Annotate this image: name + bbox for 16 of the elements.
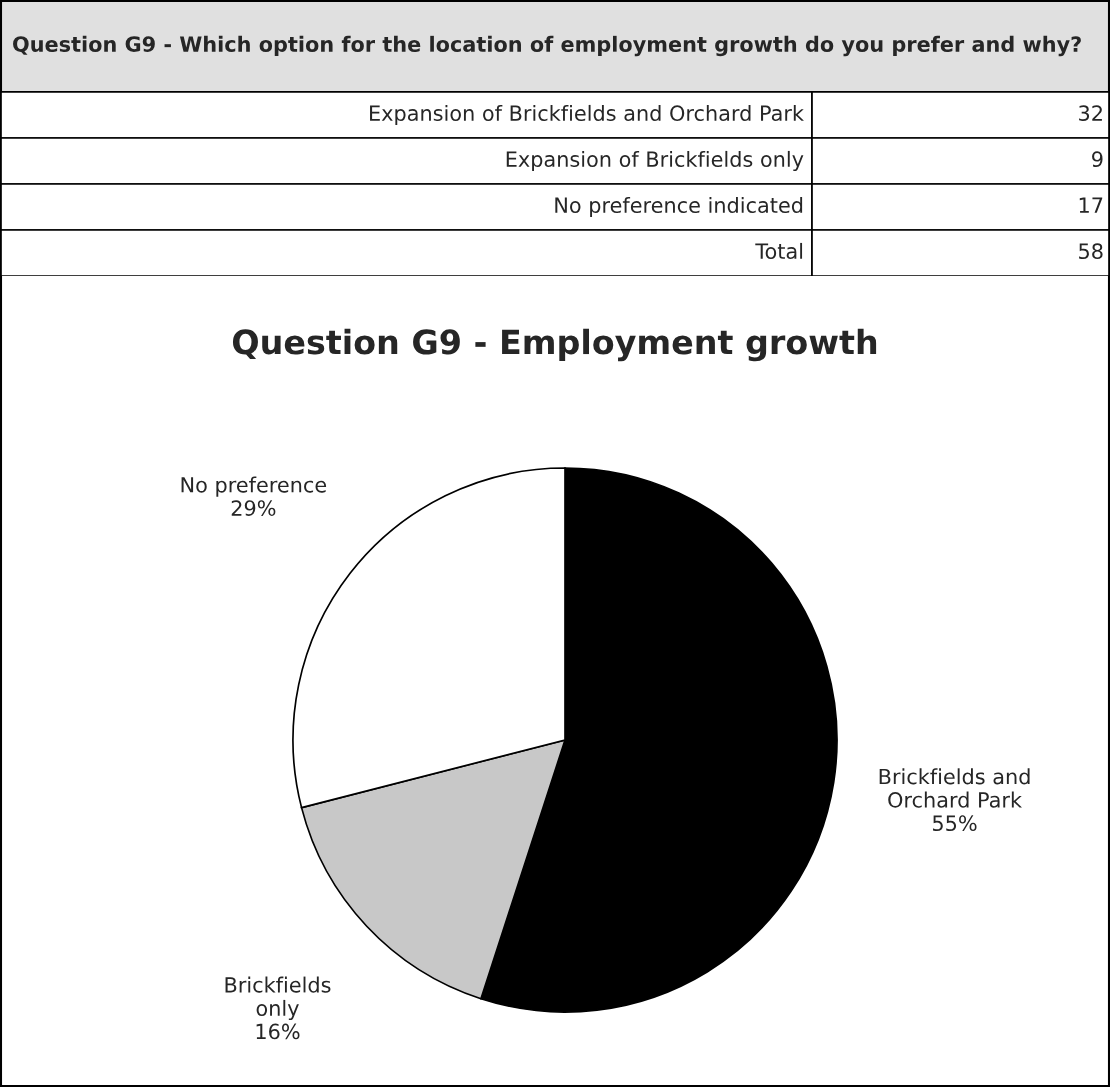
text: 58 [1079, 243, 1103, 260]
data-label: 16% [256, 1023, 300, 1040]
slice-label: No preference [181, 476, 327, 497]
text: Question G9 - Which option for the location of employment growth do you prefer and why? [13, 35, 1081, 57]
text: 17 [1079, 197, 1103, 213]
slice-label: Brickfields only [225, 976, 331, 1021]
text: 9 [1092, 151, 1103, 168]
data-label: 29% [231, 500, 276, 516]
text: Expansion of Brickfields only [506, 150, 804, 172]
chart-title: Question G9 - Employment growth [232, 328, 877, 362]
slice-label: Brickfields and Orchard Park [879, 768, 1030, 808]
text: Expansion of Brickfields and Orchard Park [370, 104, 804, 126]
text: 32 [1079, 105, 1102, 122]
data-label: 55% [933, 815, 977, 832]
text: No preference indicated [555, 196, 803, 218]
text: Total [755, 242, 803, 260]
